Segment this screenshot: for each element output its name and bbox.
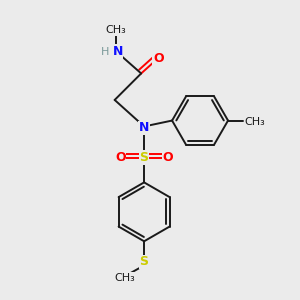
Text: S: S (140, 255, 148, 268)
Text: CH₃: CH₃ (106, 25, 127, 35)
Text: CH₃: CH₃ (244, 117, 265, 127)
Text: N: N (139, 122, 149, 134)
Text: S: S (140, 151, 148, 164)
Text: N: N (112, 45, 123, 58)
Text: O: O (153, 52, 164, 65)
Text: H: H (101, 47, 109, 57)
Text: O: O (115, 151, 126, 164)
Text: CH₃: CH₃ (115, 273, 135, 283)
Text: O: O (162, 151, 173, 164)
